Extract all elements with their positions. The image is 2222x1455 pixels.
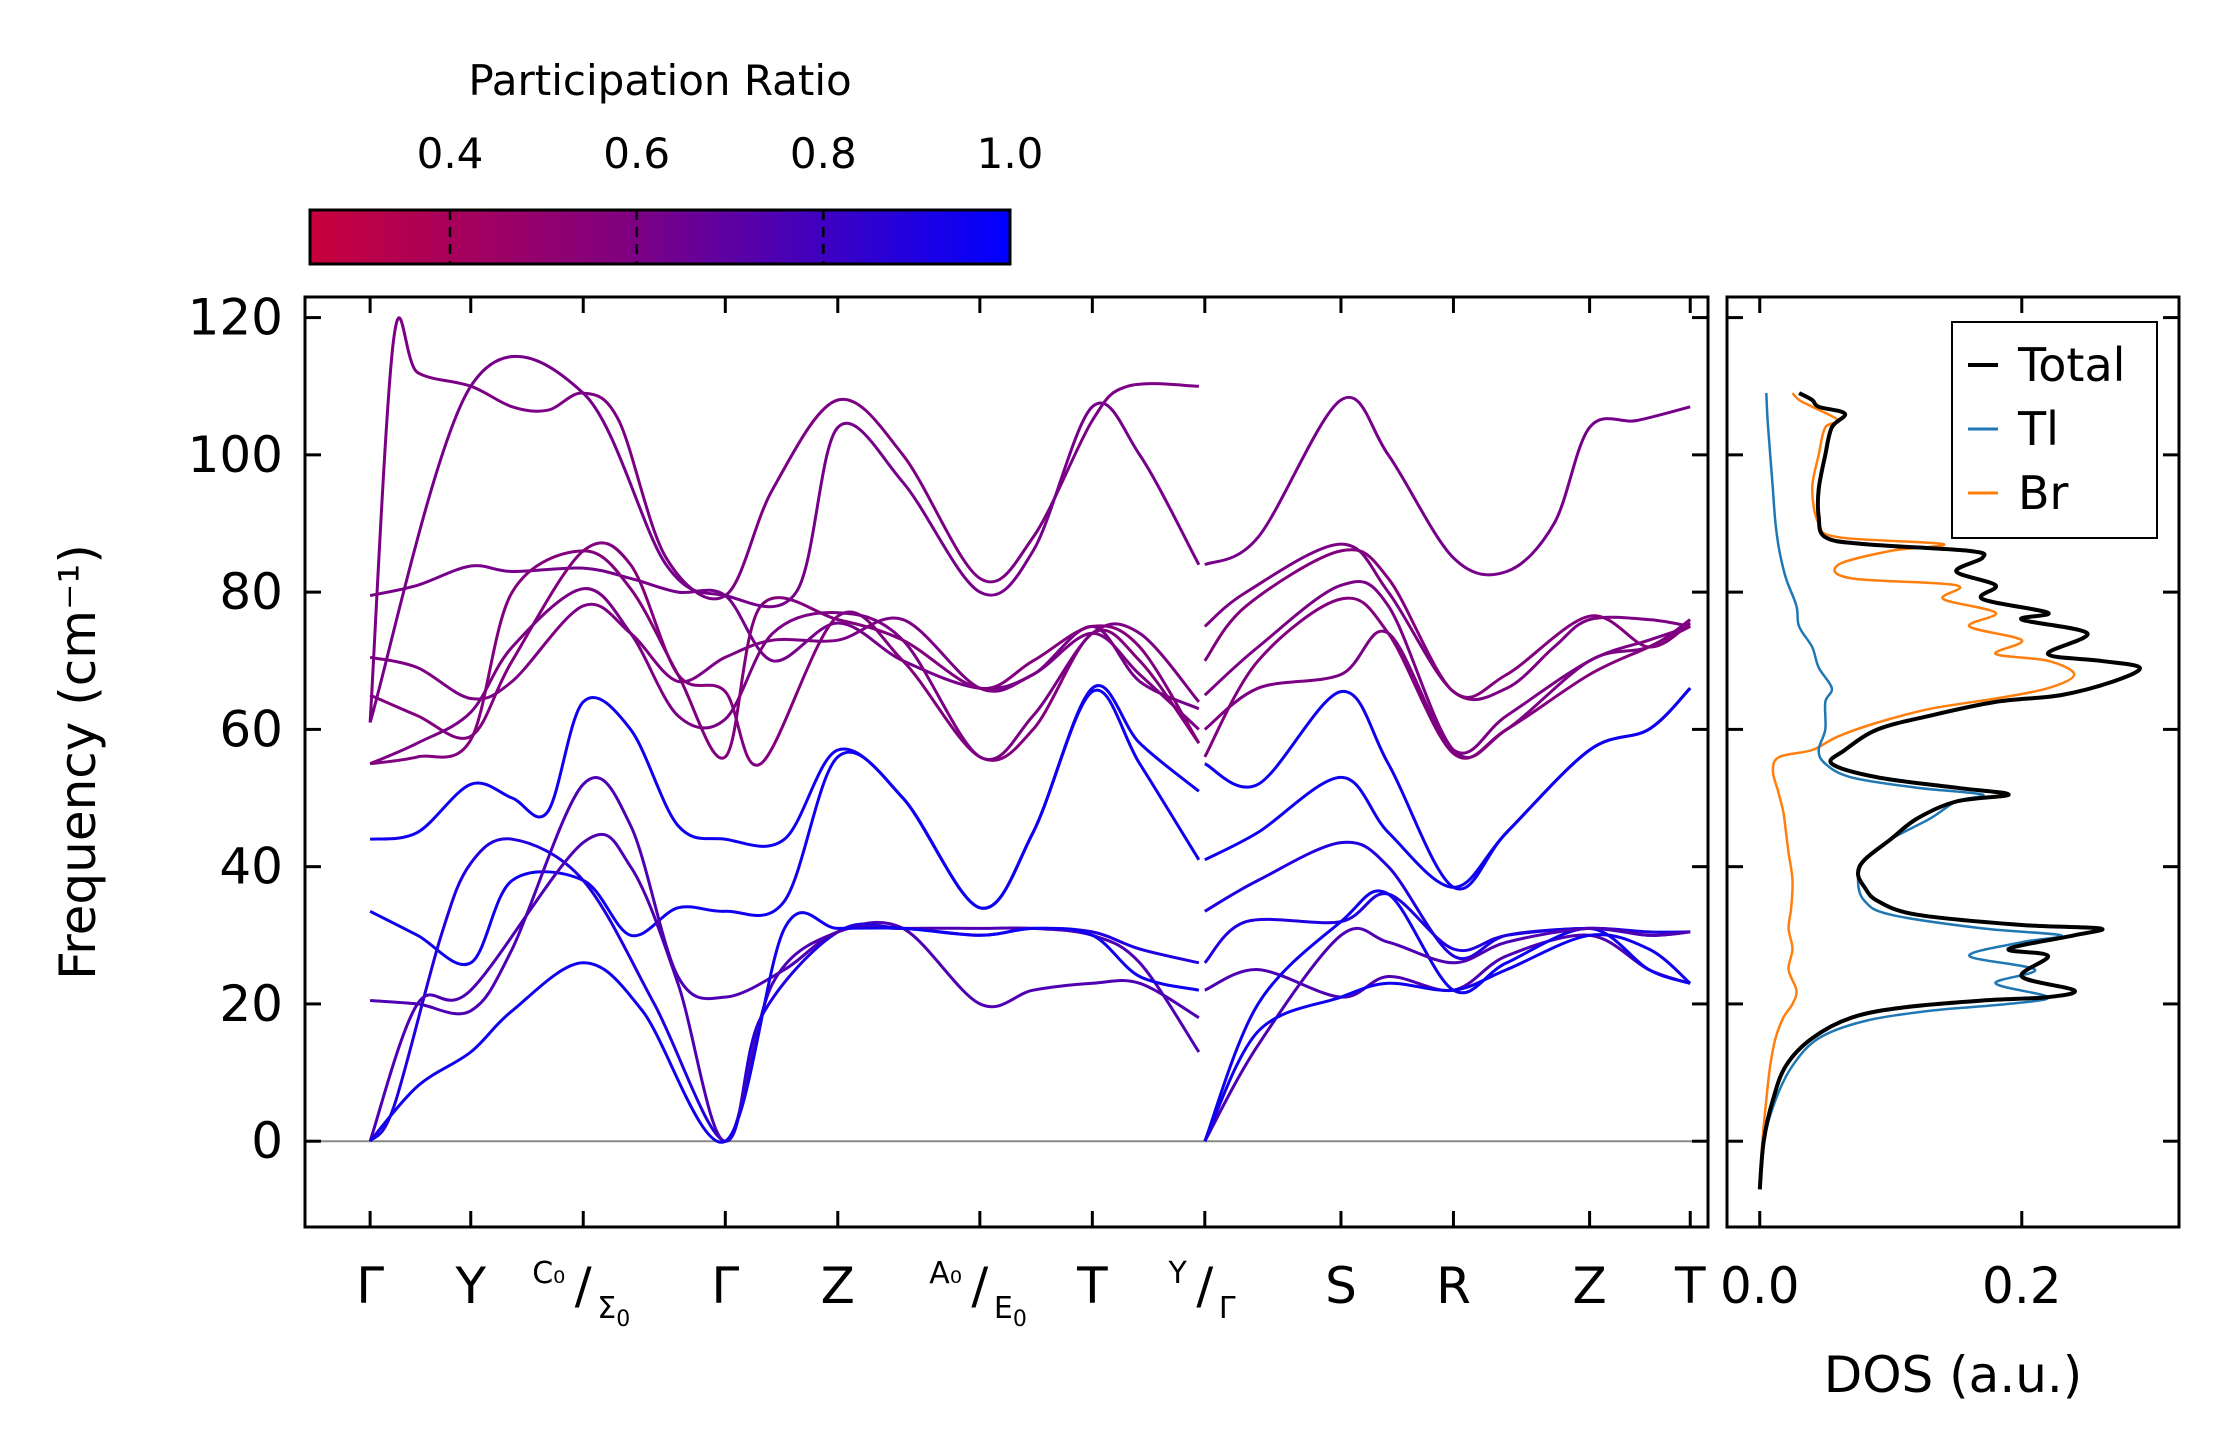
band-axes-frame xyxy=(303,295,1710,1229)
hsym-label-s1: S xyxy=(1325,1257,1357,1315)
hsym-label-sup: A₀ xyxy=(929,1256,962,1291)
colorbar-tick-label: 0.4 xyxy=(417,129,484,178)
hsym-label-c0s0: C₀ / Σ0 xyxy=(532,1256,630,1332)
phonon-band-0 xyxy=(369,564,1200,711)
phonon-band-18 xyxy=(1203,596,1691,760)
phonon-band-6 xyxy=(368,354,1201,723)
dos-curve-br xyxy=(1758,392,2076,1190)
hsym-label-z2: Z xyxy=(1572,1257,1606,1315)
band-y-axis-label: Frequency (cm⁻¹) xyxy=(49,544,107,980)
band-y-tick-label: 20 xyxy=(219,975,283,1033)
phonon-band-11 xyxy=(368,832,1201,1143)
band-y-ticks: 0 20 40 60 80 100 120 xyxy=(188,289,1708,1170)
dos-curves xyxy=(1757,391,2142,1190)
phonon-band-24 xyxy=(1203,889,1691,1142)
colorbar-ticks: 0.4 0.6 0.8 1.0 xyxy=(417,129,1044,264)
phonon-band-21 xyxy=(1204,840,1691,960)
dos-axes-frame xyxy=(1725,295,2181,1229)
phonon-band-15 xyxy=(1203,548,1692,699)
hsym-label-ygamma: Y / Γ xyxy=(1167,1256,1235,1326)
hsym-label-r1: R xyxy=(1436,1257,1471,1315)
phonon-band-14 xyxy=(1203,542,1691,702)
high-symmetry-ticks xyxy=(368,297,1692,1227)
hsym-label-a0e0: A₀ / E0 xyxy=(929,1256,1027,1332)
hsym-label-sup: C₀ xyxy=(532,1256,565,1291)
phonon-band-12 xyxy=(368,911,1200,1144)
hsym-label-gamma1: Γ xyxy=(356,1257,384,1315)
phonon-band-13 xyxy=(1204,396,1691,577)
dos-legend: Total Tl Br xyxy=(1951,321,2158,539)
colorbar: Participation Ratio 0.4 0.6 0.8 1.0 xyxy=(308,56,1044,266)
colorbar-gradient xyxy=(308,208,1012,266)
hsym-label-t1: T xyxy=(1076,1257,1108,1315)
band-x-labels: Γ Y C₀ / Σ0Γ Z A₀ / E0T Y / Γ S R Z T xyxy=(356,1256,1706,1332)
dos-panel: 0.0 0.2 DOS (a.u.) Total Tl Br xyxy=(1720,295,2181,1404)
hsym-label-base: Σ0 xyxy=(597,1291,630,1332)
phonon-bands xyxy=(368,316,1692,1144)
hsym-label-base: E0 xyxy=(994,1291,1027,1332)
phonon-band-9 xyxy=(369,776,1200,1019)
dos-y-ticks xyxy=(1727,316,2179,1143)
colorbar-tick-label: 0.8 xyxy=(790,129,857,178)
phonon-band-25 xyxy=(1203,926,1691,1142)
phonon-band-17 xyxy=(1203,624,1691,755)
phonon-band-16 xyxy=(1203,580,1692,759)
hsym-label-y1: Y xyxy=(454,1257,486,1315)
dos-curve-tl xyxy=(1758,393,2064,1190)
legend-label-br: Br xyxy=(2018,466,2069,520)
phonon-band-3 xyxy=(369,587,1201,766)
hsym-label-slash: / xyxy=(1196,1257,1213,1315)
dos-curve-total xyxy=(1757,391,2142,1190)
dos-x-axis-label: DOS (a.u.) xyxy=(1824,1346,2083,1404)
dos-x-ticks: 0.0 0.2 xyxy=(1720,297,2062,1315)
colorbar-tick-label: 0.6 xyxy=(603,129,670,178)
phonon-band-2 xyxy=(369,541,1201,767)
colorbar-tick-label: 1.0 xyxy=(977,129,1044,178)
dos-x-tick-label: 0.2 xyxy=(1982,1257,2062,1315)
phonon-band-4 xyxy=(369,549,1201,766)
hsym-label-z1: Z xyxy=(821,1257,855,1315)
band-y-tick-label: 80 xyxy=(219,563,283,621)
phonon-band-19 xyxy=(1204,687,1692,891)
phonon-band-10 xyxy=(368,837,1200,1143)
hsym-label-slash: / xyxy=(575,1257,592,1315)
band-y-tick-label: 40 xyxy=(219,838,283,896)
colorbar-label: Participation Ratio xyxy=(468,56,851,105)
hsym-label-gamma2: Γ xyxy=(711,1257,739,1315)
hsym-label-base: Γ xyxy=(1219,1291,1236,1326)
band-y-tick-label: 0 xyxy=(251,1112,283,1170)
hsym-label-sup: Y xyxy=(1167,1256,1187,1291)
legend-label-total: Total xyxy=(2017,338,2125,392)
phonon-band-20 xyxy=(1204,687,1692,889)
legend-label-tl: Tl xyxy=(2017,402,2059,456)
hsym-label-slash: / xyxy=(971,1257,988,1315)
band-y-tick-label: 100 xyxy=(188,426,283,484)
band-y-tick-label: 60 xyxy=(219,700,283,758)
phonon-band-5 xyxy=(368,316,1199,723)
phonon-band-8 xyxy=(369,688,1201,967)
dos-x-tick-label: 0.0 xyxy=(1720,1257,1800,1315)
hsym-label-t2: T xyxy=(1674,1257,1706,1315)
band-y-tick-label: 120 xyxy=(188,289,283,347)
phonon-band-26 xyxy=(1203,933,1692,1142)
